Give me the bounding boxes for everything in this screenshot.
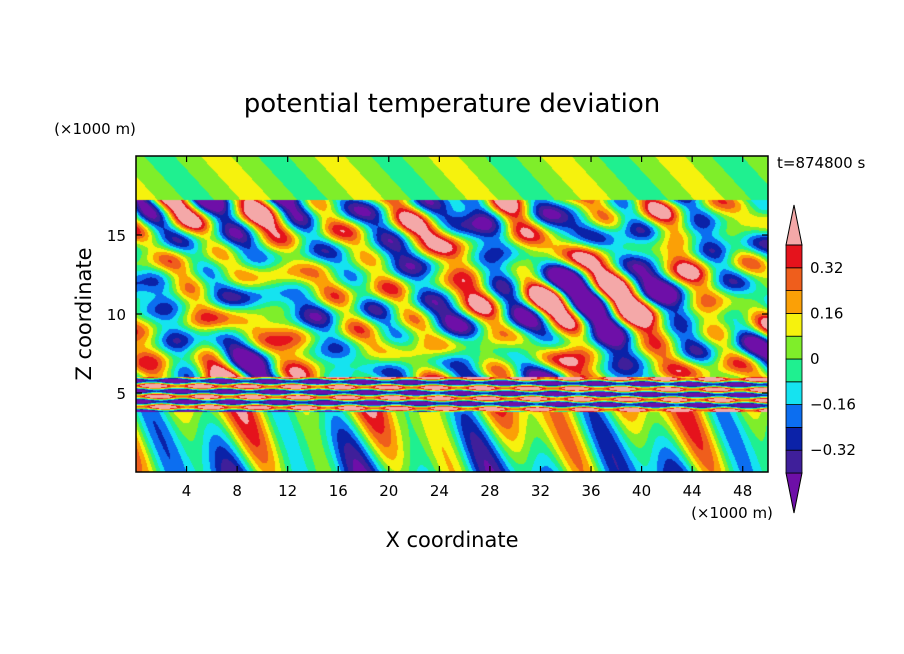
x-tick-label: 28 bbox=[480, 482, 499, 500]
colorbar-label: 0.16 bbox=[810, 304, 843, 322]
y-tick-label: 10 bbox=[107, 306, 126, 324]
x-unit-label: (×1000 m) bbox=[691, 504, 773, 522]
x-tick-label: 36 bbox=[581, 482, 600, 500]
colorbar-box bbox=[785, 267, 803, 291]
colorbar-box bbox=[785, 426, 803, 451]
x-tick-label: 32 bbox=[531, 482, 550, 500]
y-tick-label: 15 bbox=[107, 227, 126, 245]
y-axis-label: Z coordinate bbox=[72, 247, 96, 380]
colorbar-box bbox=[785, 381, 803, 405]
y-tick-label: 5 bbox=[116, 385, 126, 403]
plot-frame bbox=[135, 155, 769, 473]
colorbar-box bbox=[785, 244, 803, 269]
colorbar-extend-high bbox=[785, 204, 803, 246]
x-tick-label: 24 bbox=[430, 482, 449, 500]
x-tick-label: 4 bbox=[182, 482, 192, 500]
y-unit-label: (×1000 m) bbox=[54, 120, 136, 138]
colorbar: −0.32 −0.16 0 0.16 0.32 bbox=[785, 204, 856, 514]
contour-field bbox=[136, 156, 768, 472]
colorbar-box bbox=[785, 404, 803, 428]
x-tick-label: 12 bbox=[278, 482, 297, 500]
x-tick-label: 48 bbox=[733, 482, 752, 500]
x-tick-label: 20 bbox=[379, 482, 398, 500]
y-axis-ticks: 5 10 15 bbox=[107, 227, 768, 403]
chart-title: potential temperature deviation bbox=[244, 89, 660, 119]
time-label: t=874800 s bbox=[777, 154, 865, 172]
colorbar-box bbox=[785, 335, 803, 360]
colorbar-box bbox=[785, 449, 803, 474]
x-tick-label: 16 bbox=[329, 482, 348, 500]
colorbar-box bbox=[785, 358, 803, 383]
colorbar-label: 0.32 bbox=[810, 259, 843, 277]
x-axis-label: X coordinate bbox=[385, 528, 518, 552]
colorbar-extend-low bbox=[785, 472, 803, 514]
x-axis-ticks: 4 8 12 16 20 24 28 32 36 40 44 48 bbox=[182, 156, 752, 500]
x-tick-label: 44 bbox=[683, 482, 702, 500]
colorbar-label: 0 bbox=[810, 350, 820, 368]
colorbar-box bbox=[785, 312, 803, 337]
x-tick-label: 40 bbox=[632, 482, 651, 500]
colorbar-label: −0.32 bbox=[810, 441, 856, 459]
colorbar-label: −0.16 bbox=[810, 396, 856, 414]
x-tick-label: 8 bbox=[232, 482, 242, 500]
colorbar-box bbox=[785, 290, 803, 314]
